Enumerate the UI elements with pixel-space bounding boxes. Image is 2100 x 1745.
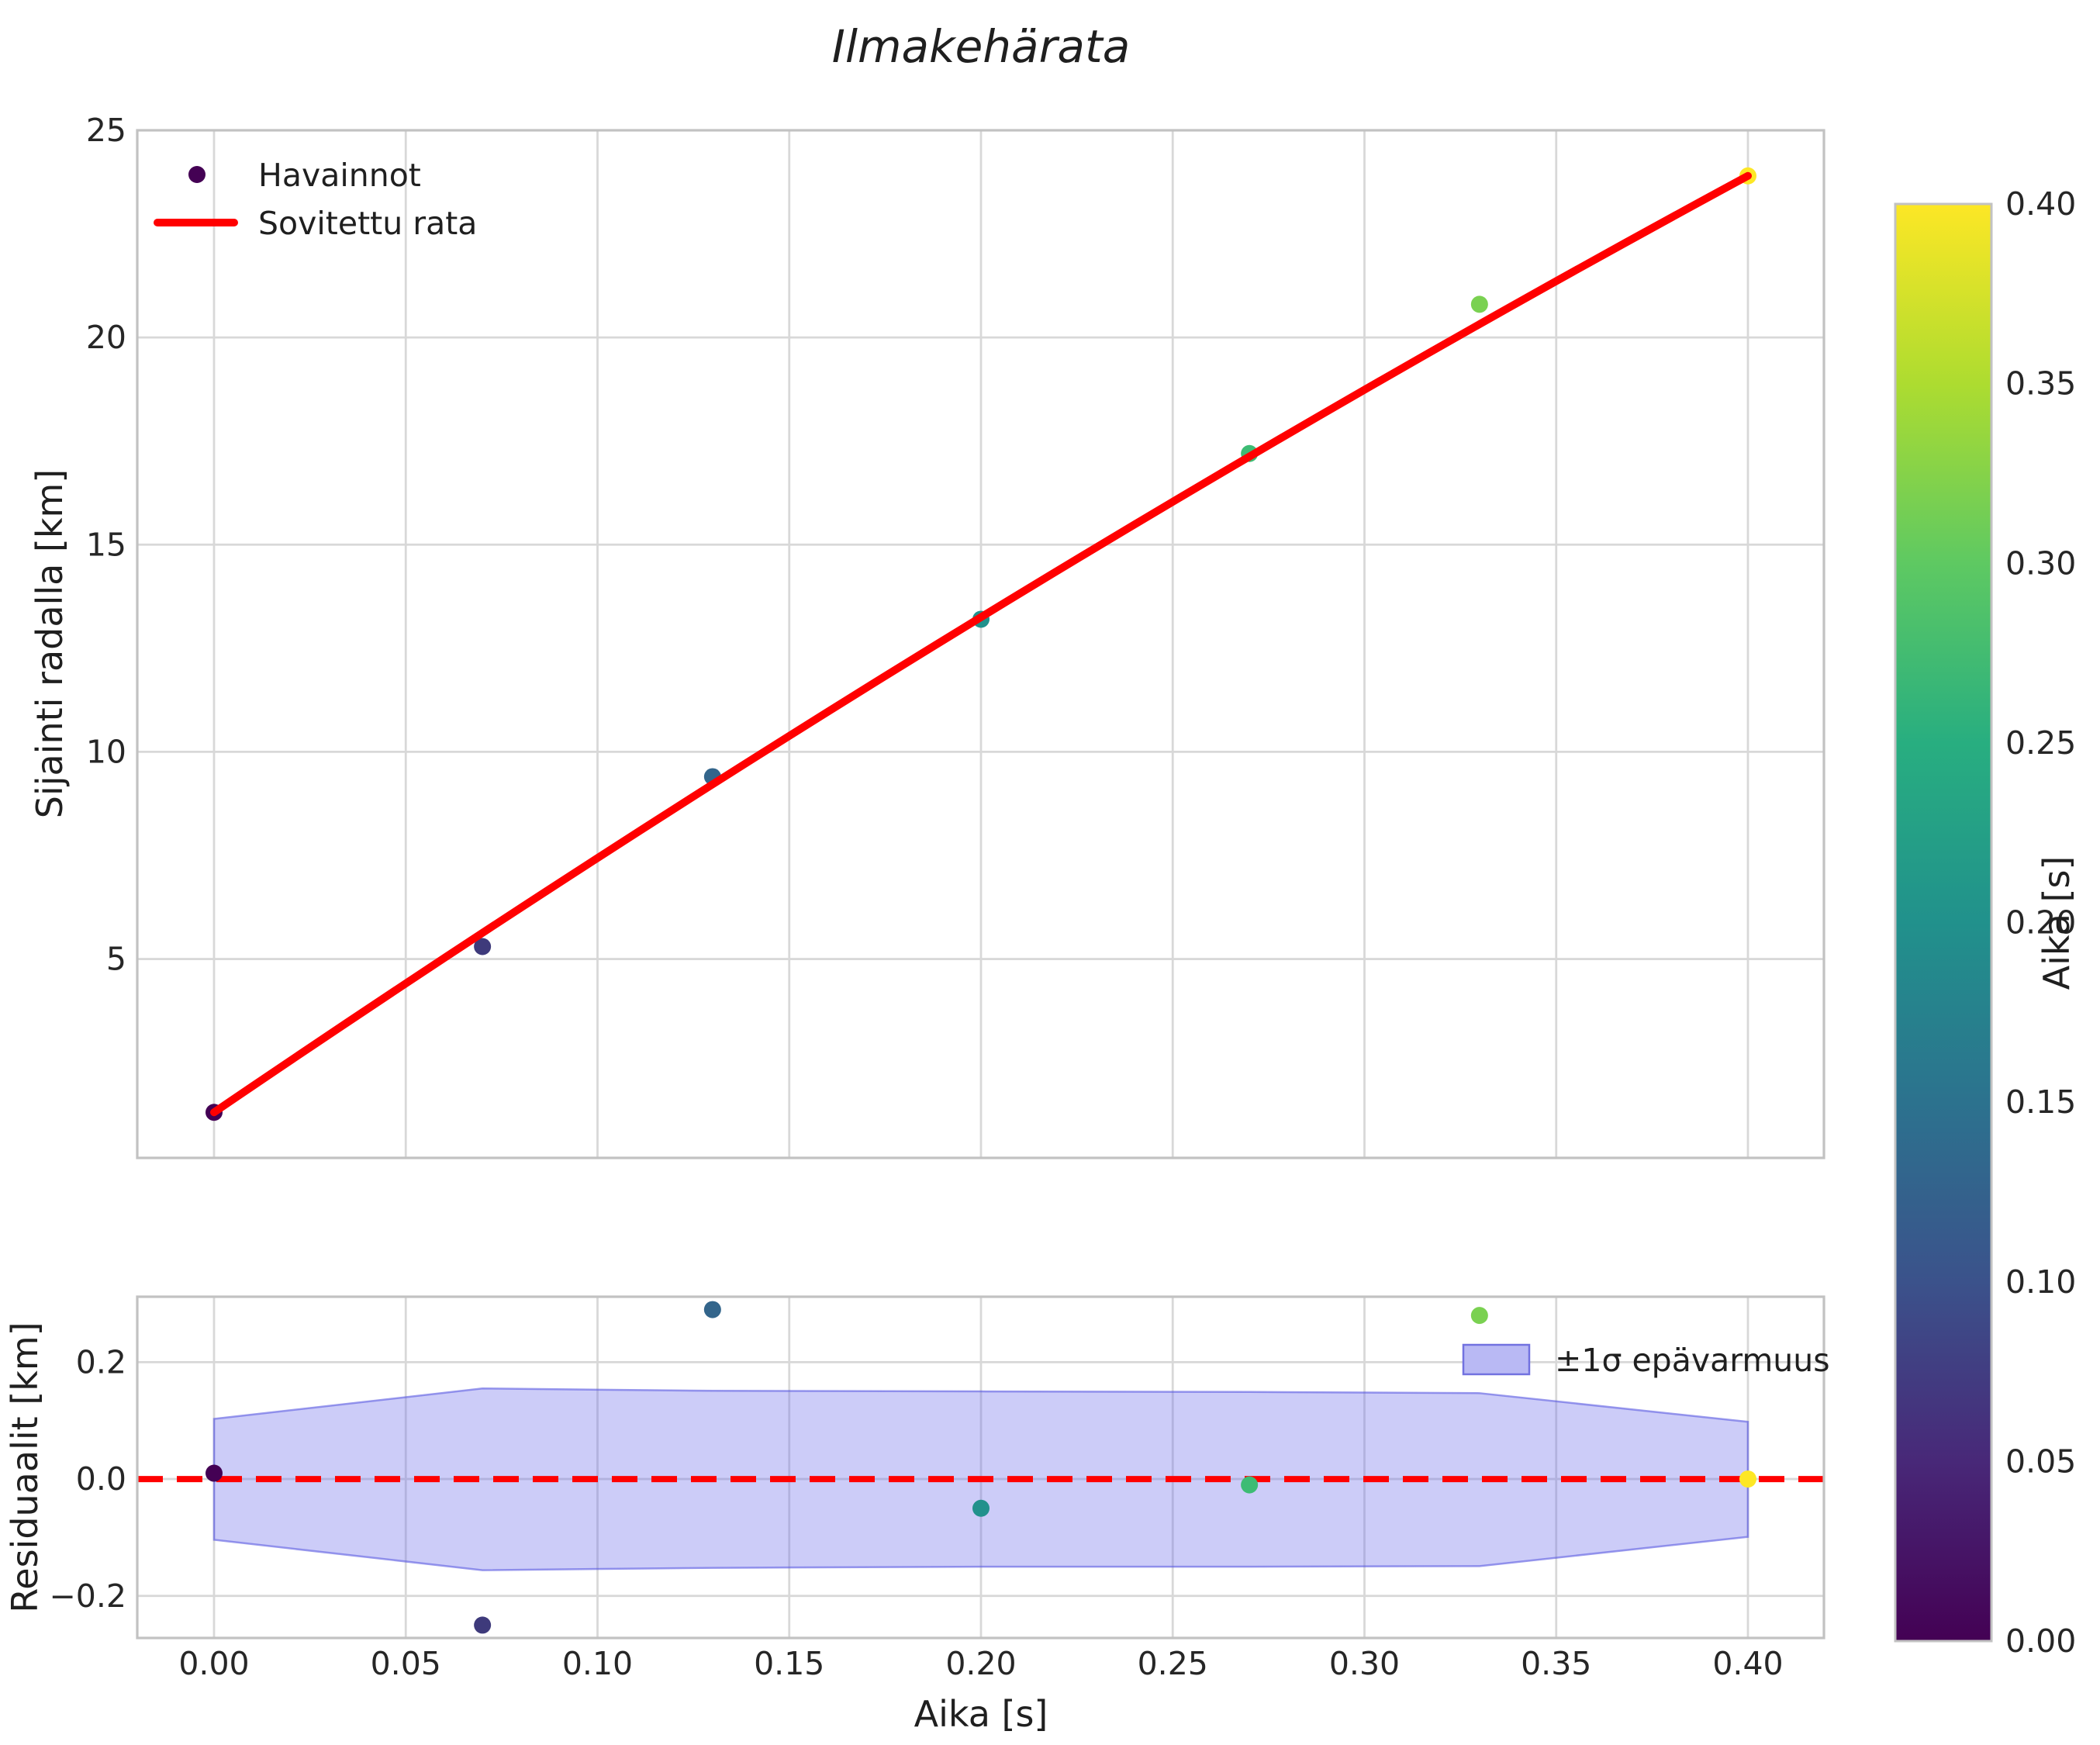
x-tick-label: 0.00 [178,1645,249,1682]
top-plot-spine [136,129,1825,1159]
residual-point [474,1616,492,1634]
colorbar-tick-label: 0.30 [2005,544,2076,582]
colorbar-tick-label: 0.25 [2005,724,2076,762]
legend-scatter-marker [188,166,206,183]
colorbar-tick-label: 0.15 [2005,1083,2076,1121]
y-tick-label: 20 [86,319,126,356]
fitted-curve [210,171,1752,1117]
residual-plot-spine [136,1295,1825,1640]
x-tick-label: 0.25 [1138,1645,1208,1682]
x-tick-labels: 0.00 0.05 0.10 0.15 0.20 0.25 0.30 0.35 0.40 [178,1645,1783,1682]
residual-y-tick-label: 0.2 [76,1343,126,1380]
colorbar-gradient-bar [1895,204,1991,1641]
residual-point [972,1499,990,1517]
residual-point [703,1301,721,1318]
residual-y-axis-label: Residuaalit [km] [4,1322,46,1612]
residual-point [1241,1476,1259,1494]
colorbar-tick-label: 0.35 [2005,365,2076,403]
x-tick-label: 0.10 [562,1645,633,1682]
residual-point [1470,1307,1488,1325]
observation-point [474,938,492,955]
residual-point [206,1464,223,1482]
x-tick-label: 0.05 [371,1645,441,1682]
colorbar: 0.40 0.35 0.30 0.25 0.20 0.15 0.10 0.05 0.00 Aik… [1894,185,2078,1660]
legend-label-observations: Havainnot [258,157,421,194]
top-y-axis-label: Sijainti radalla [km] [29,469,71,819]
x-tick-label: 0.15 [754,1645,824,1682]
top-y-tick-labels: 5 10 15 20 25 [86,112,126,978]
y-tick-label: 10 [86,733,126,770]
x-tick-label: 0.35 [1521,1645,1591,1682]
colorbar-tick-label: 0.10 [2005,1263,2076,1301]
y-tick-label: 15 [86,526,126,563]
top-plot-legend: Havainnot Sovitettu rata [154,157,477,242]
legend-label-fitted-line: Sovitettu rata [258,205,477,242]
colorbar-tick-labels: 0.40 0.35 0.30 0.25 0.20 0.15 0.10 0.05 0.00 [2005,185,2076,1660]
y-tick-label: 5 [106,941,126,978]
colorbar-tick-label: 0.40 [2005,185,2076,223]
residual-point [1739,1470,1756,1488]
y-tick-label: 25 [86,112,126,149]
x-tick-label: 0.40 [1712,1645,1783,1682]
residual-y-tick-labels: 0.2 0.0 −0.2 [49,1343,126,1614]
residual-points [206,1301,1756,1634]
x-tick-label: 0.20 [945,1645,1016,1682]
colorbar-tick-label: 0.05 [2005,1443,2076,1480]
top-plot-grid [137,129,1824,1158]
chart-title: Ilmakehärata [832,20,1131,73]
residual-y-tick-label: −0.2 [49,1577,126,1615]
fitted-curve-path [210,171,1752,1117]
colorbar-tick-label: 0.00 [2005,1622,2076,1660]
legend-band-swatch [1462,1343,1531,1376]
x-tick-label: 0.30 [1329,1645,1400,1682]
colorbar-frame [1894,202,1993,1643]
legend-label-uncertainty: ±1σ epävarmuus [1555,1342,1830,1379]
colorbar-tick-label: 0.20 [2005,904,2076,942]
residual-plot-legend: ±1σ epävarmuus [1462,1342,1830,1379]
colorbar-axis-label: Aika [s] [2036,856,2078,990]
observation-point [1470,295,1488,313]
residual-y-tick-label: 0.0 [76,1460,126,1498]
x-axis-label: Aika [s] [914,1693,1048,1735]
